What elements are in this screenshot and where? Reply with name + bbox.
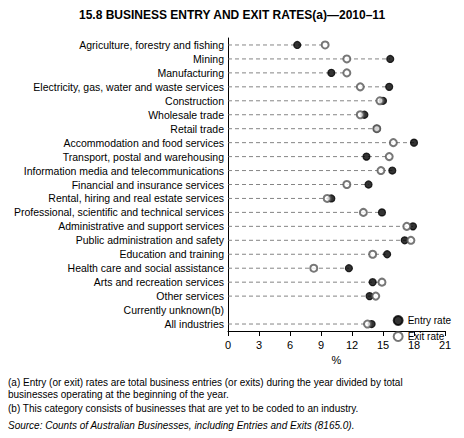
svg-text:Agriculture, forestry and fish: Agriculture, forestry and fishing	[79, 39, 224, 51]
svg-text:21: 21	[438, 338, 452, 351]
svg-text:Electricity, gas, water and wa: Electricity, gas, water and waste servic…	[33, 81, 224, 93]
svg-text:Health care and social assista: Health care and social assistance	[68, 262, 225, 274]
svg-text:Currently unknown(b): Currently unknown(b)	[124, 304, 224, 316]
svg-text:Administrative and support ser: Administrative and support services	[58, 220, 224, 232]
svg-text:Other services: Other services	[156, 290, 224, 302]
svg-text:All industries: All industries	[164, 318, 224, 330]
svg-text:(b) This category consists of: (b) This category consists of businesses…	[8, 403, 358, 414]
svg-text:Public administration and safe: Public administration and safety	[76, 234, 225, 246]
svg-text:Professional, scientific and t: Professional, scientific and technical s…	[14, 206, 224, 218]
svg-text:Education and training: Education and training	[120, 248, 225, 260]
svg-text:Construction: Construction	[165, 95, 224, 107]
svg-text:9: 9	[318, 339, 324, 351]
svg-text:%: %	[332, 354, 342, 366]
svg-text:businesses operating at the be: businesses operating at the beginning of…	[8, 389, 229, 400]
svg-text:Transport, postal and warehous: Transport, postal and warehousing	[63, 151, 224, 163]
svg-text:Wholesale trade: Wholesale trade	[148, 109, 224, 121]
svg-text:Exit rate: Exit rate	[408, 331, 445, 342]
svg-text:6: 6	[287, 339, 293, 351]
svg-text:(a) Entry (or exit) rates are: (a) Entry (or exit) rates are total busi…	[8, 377, 405, 388]
svg-text:15: 15	[377, 339, 389, 351]
svg-text:Retail trade: Retail trade	[170, 123, 224, 135]
svg-text:Arts and recreation services: Arts and recreation services	[94, 276, 224, 288]
svg-text:12: 12	[346, 339, 358, 351]
svg-text:Information media and telecomm: Information media and telecommunications	[24, 165, 224, 177]
svg-text:Source: Counts of Australian B: Source: Counts of Australian Businesses,…	[8, 420, 354, 431]
svg-text:Financial and insurance servic: Financial and insurance services	[72, 179, 224, 191]
svg-text:0: 0	[225, 339, 231, 351]
svg-text:Accommodation and food service: Accommodation and food services	[64, 137, 225, 149]
svg-text:15.8 BUSINESS ENTRY AND EXIT R: 15.8 BUSINESS ENTRY AND EXIT RATES(a)—20…	[79, 8, 385, 22]
svg-text:Entry rate: Entry rate	[408, 315, 452, 326]
svg-text:18: 18	[407, 338, 421, 351]
svg-text:Rental, hiring and real estate: Rental, hiring and real estate services	[48, 192, 224, 204]
svg-text:Manufacturing: Manufacturing	[157, 67, 224, 79]
svg-text:Mining: Mining	[193, 53, 224, 65]
svg-text:3: 3	[256, 339, 262, 351]
